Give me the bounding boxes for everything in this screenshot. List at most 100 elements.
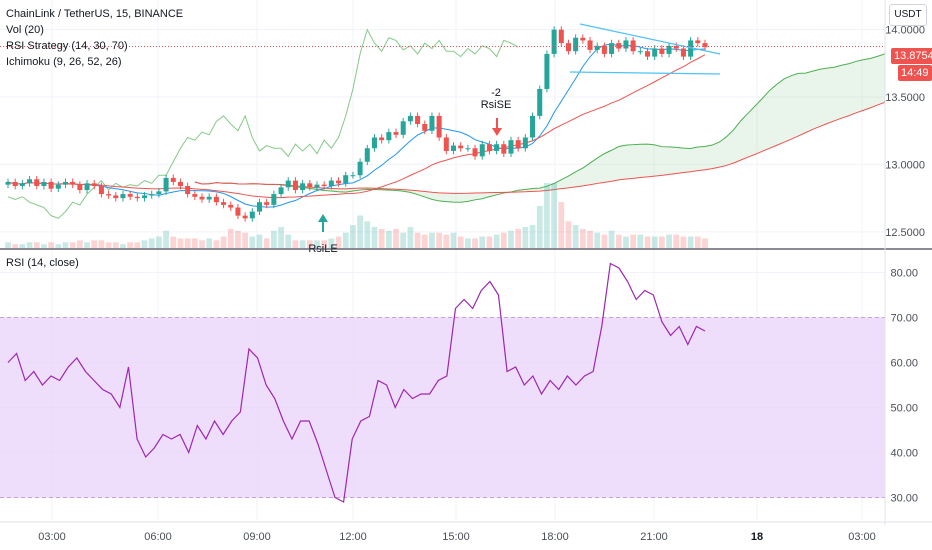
candle-body — [666, 45, 672, 54]
rsi-pane-title[interactable]: RSI (14, close) — [6, 257, 79, 269]
short-signal-arrow-head — [492, 128, 502, 136]
volume-bar — [637, 234, 644, 248]
volume-bar — [594, 232, 601, 248]
price-tick-label: 14.0000 — [885, 25, 925, 37]
candle-body — [84, 183, 90, 191]
candle-body — [486, 144, 492, 151]
volume-bar — [558, 202, 565, 248]
candle-body — [594, 45, 600, 50]
countdown-tag: 14:49 — [898, 65, 932, 81]
ichimoku-base-line — [7, 54, 706, 199]
candle-body — [443, 137, 449, 151]
trendline-lower — [569, 71, 721, 75]
volume-bar — [407, 226, 414, 248]
volume-bar — [659, 236, 665, 248]
candle-body — [422, 124, 428, 131]
candle-body — [185, 186, 191, 195]
volume-bar — [213, 240, 220, 248]
volume-bar — [385, 230, 392, 248]
candle-body — [285, 180, 291, 188]
time-tick-label: 21:00 — [640, 531, 668, 543]
candle-body — [530, 115, 536, 138]
volume-bar — [378, 228, 385, 248]
time-tick-label: 15:00 — [442, 531, 470, 543]
candle-body — [170, 177, 176, 182]
volume-bar — [335, 236, 342, 248]
candle-body — [436, 115, 442, 138]
candle-body — [134, 196, 140, 199]
long-signal-arrow-head — [318, 214, 328, 222]
ichimoku-conversion-line — [7, 43, 706, 208]
candle-body — [357, 161, 363, 176]
rsi-line — [7, 262, 706, 503]
candle-body — [48, 181, 54, 189]
volume-bar — [673, 234, 680, 248]
volume-bar — [321, 240, 328, 248]
candle-body — [77, 184, 83, 191]
candle-body — [321, 184, 327, 186]
volume-bar — [170, 236, 177, 248]
volume-bar — [48, 242, 54, 248]
candle-body — [522, 137, 528, 149]
volume-bar — [472, 238, 478, 248]
volume-bar — [328, 238, 335, 248]
candle-body — [551, 29, 557, 54]
candle-body — [501, 144, 507, 154]
volume-bar — [76, 240, 83, 248]
candle-body — [55, 184, 61, 189]
candle-body — [264, 202, 270, 205]
candle-body — [27, 179, 33, 184]
volume-bar — [249, 236, 256, 248]
candle-body — [450, 145, 457, 151]
candle-body — [300, 183, 306, 191]
candle-body — [142, 195, 148, 199]
candle-body — [242, 215, 248, 219]
candle-body — [458, 145, 464, 149]
candle-body — [637, 51, 643, 53]
volume-bar — [429, 232, 435, 248]
volume-bar — [421, 234, 428, 248]
volume-bar — [84, 242, 90, 248]
price-tick-label: 13.0000 — [885, 159, 925, 171]
candle-body — [307, 183, 313, 188]
candle-body — [680, 48, 686, 57]
study-vol[interactable]: Vol (20) — [6, 24, 44, 36]
volume-bar — [450, 232, 457, 248]
volume-bar — [500, 232, 507, 248]
price-tick-label: 12.5000 — [885, 227, 925, 239]
volume-bar — [400, 232, 407, 248]
candle-body — [537, 88, 543, 116]
volume-bar — [702, 238, 708, 248]
candle-body — [91, 183, 97, 186]
volume-bar — [220, 236, 227, 248]
ichimoku-lagging-span — [7, 28, 519, 219]
candle-body — [415, 115, 421, 124]
volume-bar — [465, 238, 471, 248]
volume-bar — [12, 244, 19, 248]
volume-bar — [694, 236, 701, 248]
volume-bar — [493, 234, 500, 248]
candle-body — [177, 181, 183, 186]
candle-body — [12, 181, 18, 186]
volume-bar — [666, 234, 672, 248]
candle-body — [271, 194, 277, 205]
candle-body — [472, 148, 478, 157]
study-ichimoku[interactable]: Ichimoku (9, 26, 52, 26) — [6, 56, 122, 68]
candle-body — [34, 179, 40, 186]
volume-bar — [270, 230, 277, 248]
volume-bar — [357, 215, 363, 248]
volume-bar — [587, 230, 593, 248]
candle-body — [494, 144, 500, 151]
study-rsi-strategy[interactable]: RSI Strategy (14, 30, 70) — [6, 40, 128, 52]
volume-bar — [256, 234, 263, 248]
volume-bar — [393, 228, 399, 248]
candle-body — [601, 45, 607, 54]
volume-bar — [134, 242, 141, 248]
currency-button[interactable]: USDT — [889, 4, 927, 26]
volume-bar — [177, 238, 184, 248]
volume-bar — [148, 238, 155, 248]
rsi-tick-label: 70.00 — [890, 313, 918, 325]
candle-body — [573, 37, 579, 52]
